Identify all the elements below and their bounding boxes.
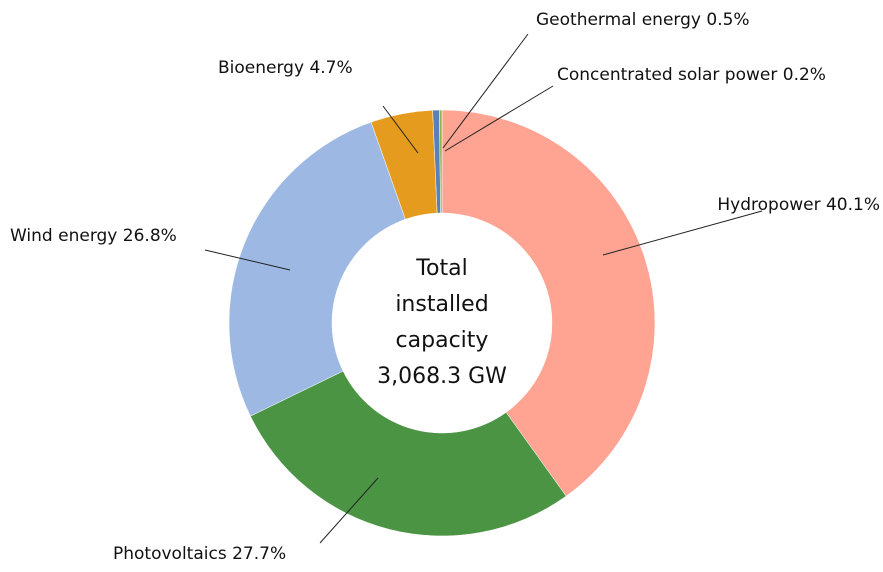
value-label: 0.2% (783, 65, 826, 85)
slice-label: Geothermal energy 0.5% (536, 10, 750, 30)
center-label: Total (415, 256, 467, 281)
slice-label: Bioenergy 4.7% (218, 58, 353, 78)
leader-line (442, 33, 529, 149)
value-label: 40.1% (826, 195, 880, 215)
category-name: Wind energy (10, 226, 117, 246)
value-label: 4.7% (309, 58, 352, 78)
center-label: capacity (396, 328, 489, 353)
category-name: Concentrated solar power (557, 65, 777, 85)
slice-label: Hydropower 40.1% (717, 195, 880, 215)
value-label: 27.7% (232, 544, 286, 564)
value-label: 0.5% (706, 10, 749, 30)
category-name: Bioenergy (218, 58, 304, 78)
slice-label: Wind energy 26.8% (10, 226, 177, 246)
leader-line (444, 85, 554, 152)
category-name: Hydropower (717, 195, 820, 215)
center-label: installed (395, 292, 488, 317)
slice (439, 109, 443, 214)
center-label: 3,068.3 GW (377, 364, 507, 389)
leader-line (319, 477, 379, 544)
slice-label: Photovoltaics 27.7% (113, 544, 286, 564)
category-name: Geothermal energy (536, 10, 701, 30)
slice (250, 370, 567, 537)
leader-line (204, 249, 291, 271)
leader-line (602, 210, 763, 256)
slice (441, 109, 656, 497)
slice (228, 121, 406, 417)
category-name: Photovoltaics (113, 544, 227, 564)
leader-line (382, 105, 419, 154)
value-label: 26.8% (123, 226, 177, 246)
slice-label: Concentrated solar power 0.2% (557, 65, 826, 85)
